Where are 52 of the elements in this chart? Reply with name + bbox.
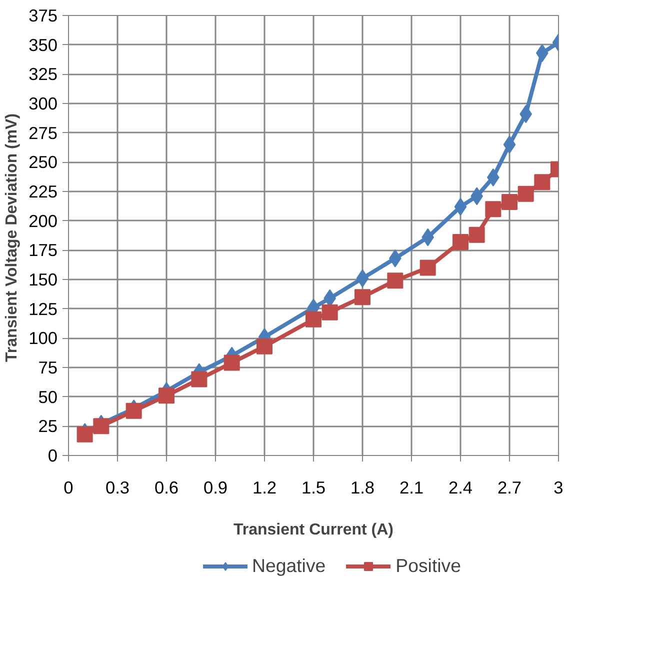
x-tick-label: 2.4 bbox=[448, 478, 473, 498]
legend-label: Negative bbox=[252, 555, 326, 577]
y-tick-label: 175 bbox=[28, 240, 58, 260]
y-tick-label: 200 bbox=[28, 210, 58, 231]
y-tick-label: 250 bbox=[28, 152, 58, 172]
y-axis-title: Transient Voltage Deviation (mV) bbox=[4, 113, 21, 362]
x-tick-label: 3 bbox=[554, 478, 564, 498]
x-tick-label: 0.9 bbox=[203, 478, 228, 498]
y-tick-label: 100 bbox=[28, 328, 58, 348]
point bbox=[158, 388, 174, 404]
point bbox=[256, 338, 272, 354]
point bbox=[420, 260, 436, 276]
point bbox=[191, 371, 208, 388]
point bbox=[454, 198, 467, 216]
point bbox=[502, 194, 518, 210]
y-tick-label: 125 bbox=[28, 298, 58, 319]
point bbox=[126, 402, 142, 419]
point bbox=[452, 234, 468, 250]
y-tick-label: 25 bbox=[38, 416, 58, 436]
y-tick-label: 0 bbox=[48, 446, 58, 466]
y-tick-label: 50 bbox=[38, 386, 58, 407]
x-tick-label: 0 bbox=[64, 478, 74, 498]
x-tick-label: 0.6 bbox=[154, 478, 179, 498]
point bbox=[354, 289, 370, 306]
point bbox=[503, 136, 516, 154]
y-tick-label: 350 bbox=[28, 34, 58, 55]
point bbox=[387, 272, 404, 289]
y-tick-label: 75 bbox=[38, 358, 58, 378]
point bbox=[485, 201, 502, 218]
x-tick-label: 2.1 bbox=[399, 478, 424, 498]
y-tick-label: 225 bbox=[28, 182, 58, 202]
point bbox=[93, 418, 110, 434]
x-tick-label: 1.5 bbox=[301, 478, 326, 498]
y-tick-label: 150 bbox=[28, 270, 58, 290]
point bbox=[224, 354, 240, 371]
y-tick-label: 275 bbox=[28, 122, 58, 143]
y-tick-label: 375 bbox=[28, 6, 58, 26]
point bbox=[306, 311, 322, 328]
x-tick-label: 2.7 bbox=[497, 478, 522, 498]
x-tick-label: 0.3 bbox=[105, 478, 130, 498]
point bbox=[534, 174, 550, 190]
legend-label: Positive bbox=[396, 555, 461, 577]
x-axis-title: Transient Current (A) bbox=[233, 522, 394, 538]
x-tick-label: 1.2 bbox=[252, 478, 277, 498]
point bbox=[322, 304, 338, 320]
y-tick-label: 325 bbox=[28, 64, 58, 84]
point bbox=[356, 269, 369, 288]
point bbox=[518, 186, 534, 202]
point bbox=[468, 226, 485, 243]
x-tick-label: 1.8 bbox=[350, 478, 375, 498]
point bbox=[76, 426, 93, 442]
y-tick-label: 300 bbox=[28, 94, 58, 114]
